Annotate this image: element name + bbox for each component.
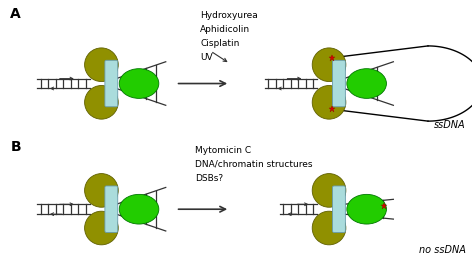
Circle shape bbox=[312, 85, 346, 119]
Circle shape bbox=[312, 48, 346, 81]
Text: A: A bbox=[10, 7, 21, 21]
Text: ssDNA: ssDNA bbox=[434, 120, 465, 130]
Circle shape bbox=[84, 174, 118, 207]
Circle shape bbox=[84, 211, 118, 245]
Text: B: B bbox=[10, 140, 21, 154]
Ellipse shape bbox=[119, 194, 159, 224]
FancyBboxPatch shape bbox=[332, 186, 346, 232]
Circle shape bbox=[312, 174, 346, 207]
Text: Mytomicin C: Mytomicin C bbox=[195, 146, 252, 155]
Text: DSBs?: DSBs? bbox=[195, 174, 224, 183]
FancyBboxPatch shape bbox=[332, 60, 346, 107]
Circle shape bbox=[84, 48, 118, 81]
Ellipse shape bbox=[347, 69, 386, 98]
Text: DNA/chromatin structures: DNA/chromatin structures bbox=[195, 160, 313, 169]
FancyBboxPatch shape bbox=[105, 60, 118, 107]
FancyBboxPatch shape bbox=[105, 186, 118, 232]
Text: Aphidicolin: Aphidicolin bbox=[201, 25, 250, 34]
Ellipse shape bbox=[119, 69, 159, 98]
Ellipse shape bbox=[347, 194, 386, 224]
Text: no ssDNA: no ssDNA bbox=[419, 245, 465, 255]
Text: Cisplatin: Cisplatin bbox=[201, 39, 240, 48]
Circle shape bbox=[84, 85, 118, 119]
Text: UV: UV bbox=[201, 53, 213, 62]
Text: Hydroxyurea: Hydroxyurea bbox=[201, 11, 258, 20]
Circle shape bbox=[312, 211, 346, 245]
